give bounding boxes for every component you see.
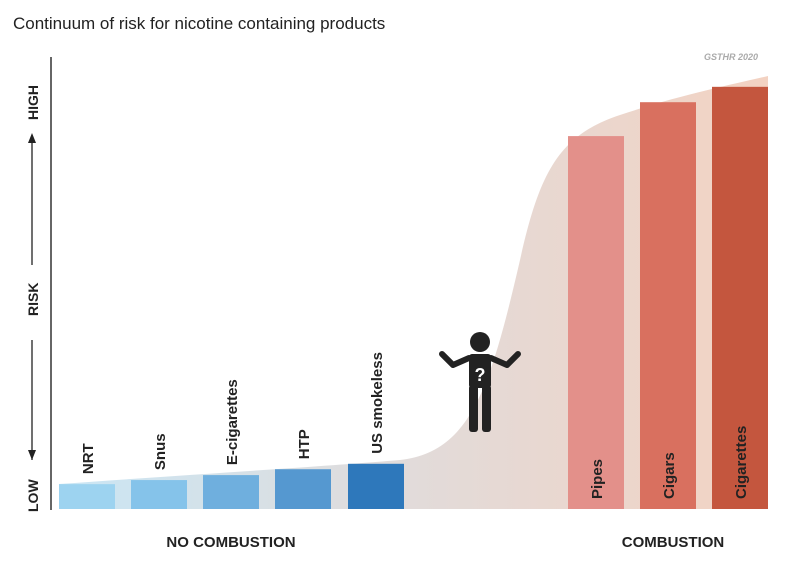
y-label-high: HIGH [25, 85, 41, 120]
bar-nrt [59, 484, 115, 509]
confused-person-icon: ? [439, 332, 521, 432]
bar-label: US smokeless [369, 352, 386, 454]
bar-label: Cigarettes [733, 426, 750, 499]
bar-e-cigarettes [203, 475, 259, 509]
bar-cigarettes [712, 86, 768, 509]
group-label-combustion: COMBUSTION [622, 534, 725, 551]
bar-snus [131, 480, 187, 509]
y-label-risk: RISK [25, 283, 41, 316]
bar-label: NRT [80, 443, 97, 474]
source-label: GSTHR 2020 [704, 52, 758, 62]
bar-label: HTP [296, 429, 313, 459]
bar-us-smokeless [348, 463, 404, 509]
bar-pipes [568, 136, 624, 509]
chart-title: Continuum of risk for nicotine containin… [13, 14, 386, 33]
svg-text:?: ? [475, 365, 486, 385]
arrow-down-icon [28, 450, 36, 460]
bar-label: Cigars [661, 452, 678, 499]
arrow-up-icon [28, 133, 36, 143]
bar-label: Snus [152, 433, 169, 470]
bar-label: Pipes [589, 459, 606, 499]
bar-cigars [640, 102, 696, 509]
bar-htp [275, 469, 331, 509]
bar-label: E-cigarettes [224, 379, 241, 465]
group-label-no-combustion: NO COMBUSTION [166, 534, 295, 551]
y-label-low: LOW [25, 479, 41, 512]
